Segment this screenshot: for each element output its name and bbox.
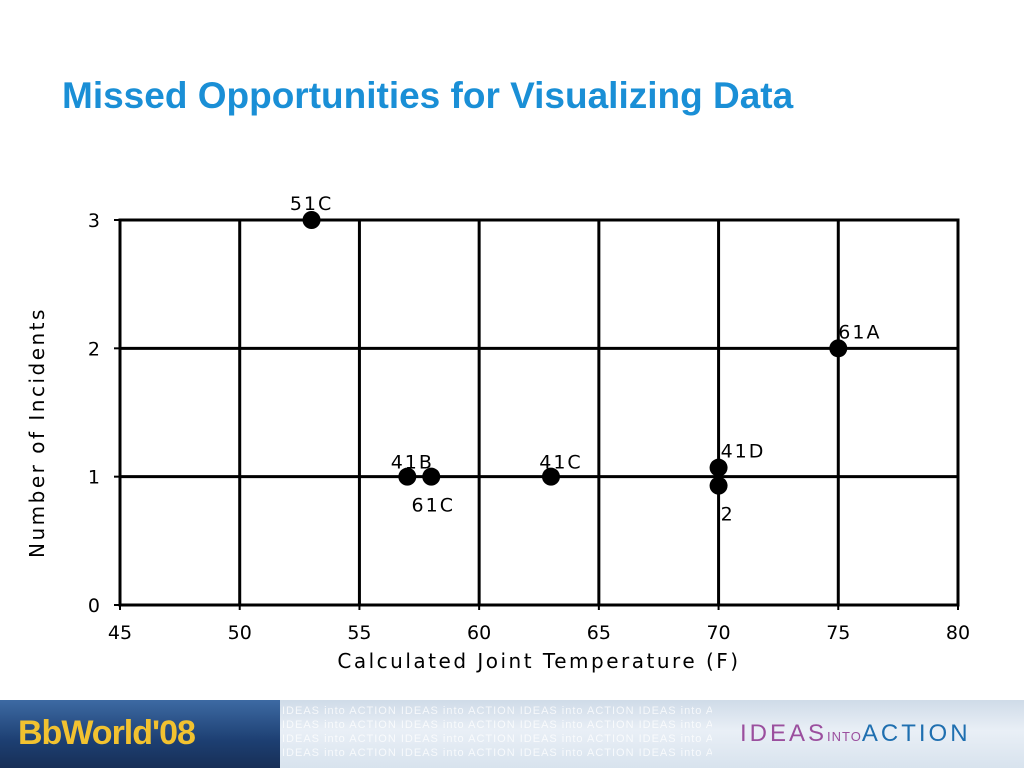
y-tick-label: 1 [88,467,100,489]
x-axis-label: Calculated Joint Temperature (F) [337,649,740,673]
data-point [398,467,417,486]
y-tick-label: 3 [88,210,100,232]
bbworld-logo: BbWorld'08 [18,714,196,752]
x-tick-label: 70 [706,622,730,644]
tagline-action: ACTION [861,720,971,747]
chart-ticks: 45 50 55 60 65 70 75 80 0 1 2 3 [88,210,970,644]
point-label: 41D [721,441,766,463]
x-tick-label: 55 [347,622,371,644]
footer-logo-box: BbWorld'08 [0,700,280,768]
plot-frame [118,218,960,607]
pattern-line: IDEAS into ACTION IDEAS into ACTION IDEA… [282,747,712,759]
data-point [709,476,728,495]
tagline-into: INTO [827,729,862,744]
footer-banner: BbWorld'08 IDEAS into ACTION IDEAS into … [0,700,1024,768]
scatter-chart: 45 50 55 60 65 70 75 80 0 1 2 3 51C 41B 61C 41C 41D 2 61A… [25,193,970,673]
point-label: 51C [290,193,333,215]
y-axis-label: Number of Incidents [25,307,49,558]
point-label: 2 [721,504,735,526]
chart-points [302,211,848,495]
point-label: 61A [838,321,881,343]
pattern-line: IDEAS into ACTION IDEAS into ACTION IDEA… [282,733,712,745]
x-tick-label: 60 [467,622,491,644]
point-label: 41C [539,452,582,474]
x-tick-label: 80 [946,622,970,644]
x-tick-label: 75 [826,622,850,644]
tagline-ideas: IDEAS [740,720,828,747]
chart-point-labels: 51C 41B 61C 41C 41D 2 61A [290,193,881,526]
x-tick-label: 65 [587,622,611,644]
data-point [829,339,848,358]
y-tick-label: 2 [88,338,100,360]
y-tick-label: 0 [88,595,100,617]
x-tick-label: 45 [108,622,132,644]
footer-pattern: IDEAS into ACTION IDEAS into ACTION IDEA… [282,704,712,768]
pattern-line: IDEAS into ACTION IDEAS into ACTION IDEA… [282,705,712,717]
chart-grid [118,218,960,607]
data-point [541,467,560,486]
ideas-into-action-tagline: IDEASINTOACTION [740,720,971,748]
pattern-line: IDEAS into ACTION IDEAS into ACTION IDEA… [282,719,712,731]
slide-title: Missed Opportunities for Visualizing Dat… [62,75,794,116]
data-point [302,211,321,229]
point-label: 61C [412,495,455,517]
point-label: 41B [391,452,434,474]
data-point [709,458,728,477]
x-tick-label: 50 [228,622,252,644]
data-point [422,467,441,486]
